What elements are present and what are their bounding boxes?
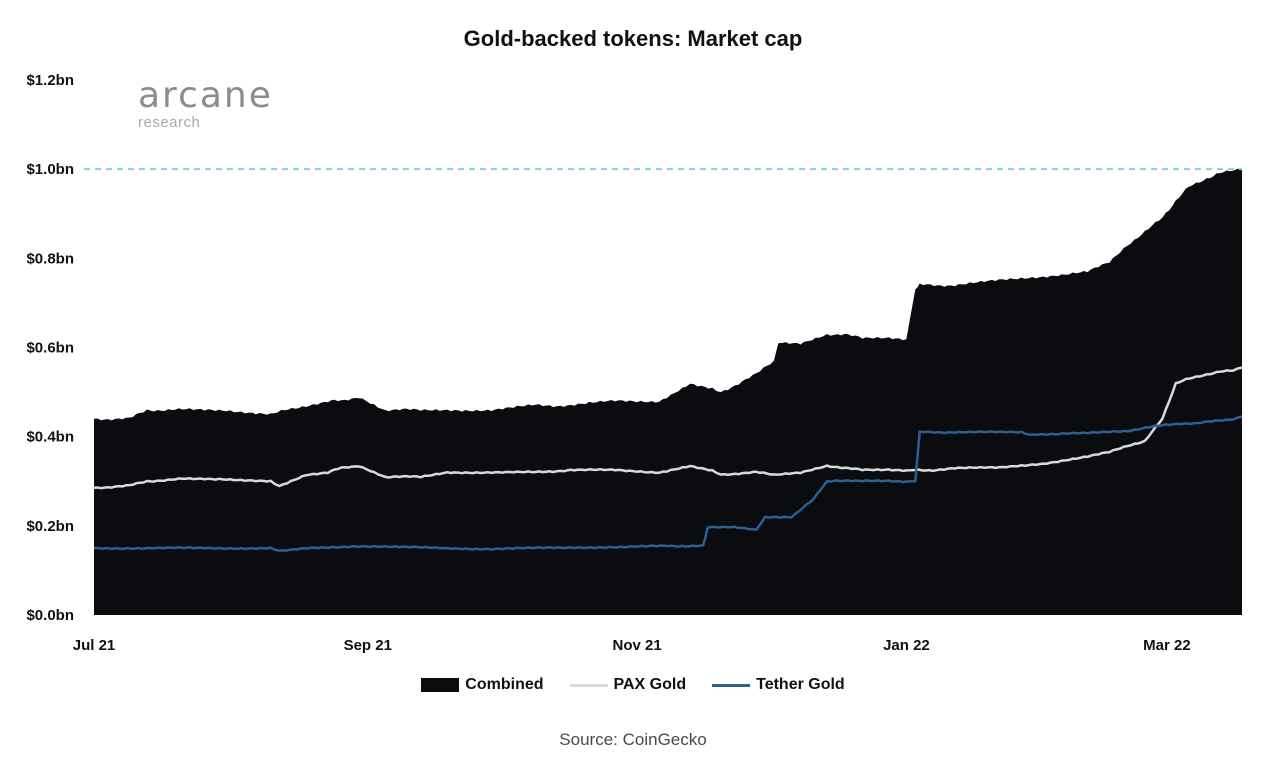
source-note: Source: CoinGecko xyxy=(559,730,707,749)
x-tick-label: Nov 21 xyxy=(612,637,661,654)
legend-label-combined: Combined xyxy=(465,676,544,693)
x-tick-label: Sep 21 xyxy=(344,637,392,654)
legend-item-pax-gold: PAX Gold xyxy=(569,676,687,694)
y-tick-label: $0.4bn xyxy=(26,429,74,446)
market-cap-chart: $0.0bn $0.2bn $0.4bn $0.6bn $0.8bn $1.0bn $1.2… xyxy=(26,72,1243,654)
legend-label-pax-gold: PAX Gold xyxy=(613,676,687,693)
y-tick-label: $1.0bn xyxy=(26,161,74,178)
x-tick-label: Jan 22 xyxy=(883,637,930,654)
y-tick-label: $0.0bn xyxy=(26,607,74,624)
legend-swatch-tether-gold xyxy=(712,683,751,687)
x-axis: Jul 21 Sep 21 Nov 21 Jan 22 Mar 22 xyxy=(73,637,1191,654)
logo-subtitle: research xyxy=(138,114,201,131)
arcane-research-logo: arcane research xyxy=(138,75,273,132)
y-axis: $0.0bn $0.2bn $0.4bn $0.6bn $0.8bn $1.0bn $1.2… xyxy=(26,72,74,624)
logo-wordmark: arcane xyxy=(138,75,273,116)
legend-item-tether-gold: Tether Gold xyxy=(712,676,845,694)
x-tick-label: Mar 22 xyxy=(1143,637,1191,654)
legend-swatch-pax-gold xyxy=(569,683,608,687)
tether-gold-line xyxy=(93,415,1243,552)
combined-area xyxy=(94,168,1242,616)
y-tick-label: $0.2bn xyxy=(26,518,74,535)
legend-swatch-combined xyxy=(421,678,460,692)
x-tick-label: Jul 21 xyxy=(73,637,116,654)
legend-item-combined: Combined xyxy=(421,676,544,694)
y-tick-label: $1.2bn xyxy=(26,72,74,89)
chart-title: Gold-backed tokens: Market cap xyxy=(463,26,803,51)
y-tick-label: $0.8bn xyxy=(26,250,74,267)
y-tick-label: $0.6bn xyxy=(26,340,74,357)
series-layer xyxy=(93,168,1243,616)
legend-label-tether-gold: Tether Gold xyxy=(756,676,845,693)
legend: Combined PAX Gold Tether Gold xyxy=(0,676,1266,694)
pax-gold-line xyxy=(93,366,1243,490)
